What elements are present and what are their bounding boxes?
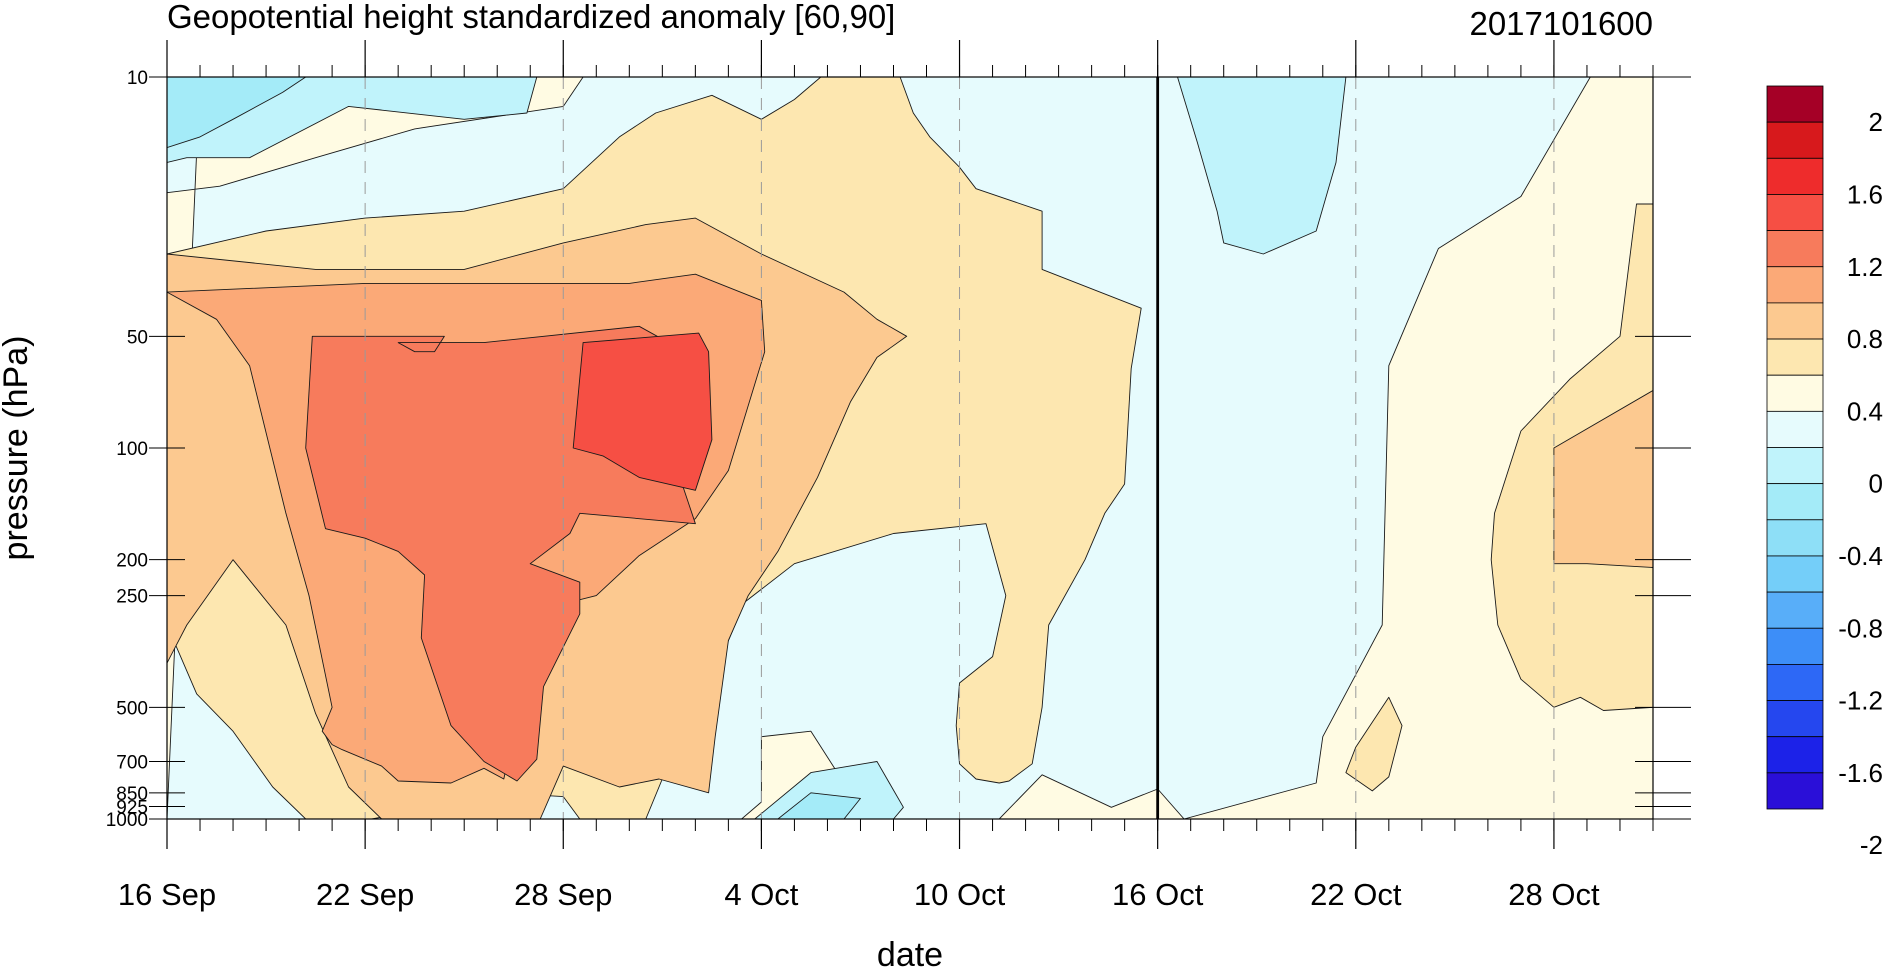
- x-tick-label: 4 Oct: [724, 877, 798, 912]
- colorbar-swatch: [1766, 772, 1824, 810]
- colorbar-label: 1.6: [1847, 179, 1883, 209]
- colorbar-swatch: [1766, 194, 1824, 231]
- contour-fill-layer: [167, 77, 1653, 819]
- y-tick-label: 925: [116, 797, 148, 818]
- colorbar: 2 1.6 1.2 0.8 0.4 0 -0.4 -0.8 -1.2 -1.6 -2: [1766, 85, 1883, 860]
- y-tick-label: 700: [116, 753, 148, 774]
- colorbar-label: -0.8: [1838, 613, 1883, 643]
- contour-region: [1345, 696, 1403, 792]
- contour-region: [167, 77, 1653, 819]
- chart-title: Geopotential height standardized anomaly…: [167, 0, 895, 35]
- colorbar-swatch: [1766, 483, 1824, 521]
- chart-timestamp: 2017101600: [1469, 5, 1653, 42]
- contour-region: [1177, 77, 1347, 255]
- colorbar-swatch: [1766, 447, 1824, 485]
- x-tick-label: 28 Sep: [514, 877, 612, 912]
- x-tick-label: 22 Oct: [1310, 877, 1402, 912]
- y-tick-label: 1000: [106, 810, 148, 831]
- x-tick-label: 28 Oct: [1508, 877, 1600, 912]
- colorbar-swatch: [1766, 519, 1824, 557]
- colorbar-swatch: [1766, 338, 1824, 376]
- colorbar-label: 0.4: [1847, 396, 1883, 426]
- colorbar-swatch: [1766, 627, 1824, 665]
- colorbar-swatch: [1766, 410, 1824, 448]
- contour-region: [167, 77, 307, 149]
- colorbar-swatch: [1766, 302, 1824, 340]
- y-tick-label: 250: [116, 587, 148, 608]
- y-tick-label: 10: [127, 68, 148, 89]
- colorbar-label: -1.2: [1838, 686, 1883, 716]
- colorbar-label: -1.6: [1838, 758, 1883, 788]
- x-axis: 16 Sep 22 Sep 28 Sep 4 Oct 10 Oct 16 Oct 22 Oc…: [118, 40, 1654, 912]
- x-tick-label: 22 Sep: [316, 877, 414, 912]
- colorbar-label: 0: [1869, 469, 1883, 499]
- colorbar-swatch: [1766, 121, 1824, 159]
- colorbar-swatch: [1766, 700, 1824, 738]
- colorbar-swatch: [1766, 230, 1824, 268]
- contour-region: [777, 792, 861, 819]
- y-tick-label: 50: [127, 327, 148, 348]
- colorbar-swatch: [1766, 736, 1824, 774]
- y-tick-label: 200: [116, 551, 148, 572]
- y-tick-label: 500: [116, 698, 148, 719]
- contour-region: [572, 332, 713, 491]
- colorbar-label: 0.8: [1847, 324, 1883, 354]
- colorbar-swatch: [1766, 85, 1824, 123]
- x-axis-title: date: [877, 936, 943, 969]
- contour-region: [754, 761, 904, 819]
- colorbar-swatch: [1766, 374, 1824, 412]
- x-tick-label: 16 Oct: [1112, 877, 1204, 912]
- colorbar-swatch: [1766, 591, 1824, 629]
- y-tick-label: 850: [116, 784, 148, 805]
- y-axis-title: pressure (hPa): [0, 336, 35, 561]
- colorbar-label: 1.2: [1847, 252, 1883, 282]
- colorbar-label: 2: [1869, 107, 1883, 137]
- date-gridlines: [364, 77, 1555, 819]
- y-tick-label: 100: [116, 439, 148, 460]
- colorbar-label: -0.4: [1838, 541, 1883, 571]
- colorbar-label: -2: [1860, 830, 1883, 860]
- colorbar-swatch: [1766, 555, 1824, 593]
- x-tick-label: 10 Oct: [914, 877, 1006, 912]
- colorbar-swatch: [1766, 266, 1824, 304]
- colorbar-swatch: [1766, 157, 1824, 195]
- x-tick-label: 16 Sep: [118, 877, 216, 912]
- colorbar-swatch: [1766, 664, 1824, 701]
